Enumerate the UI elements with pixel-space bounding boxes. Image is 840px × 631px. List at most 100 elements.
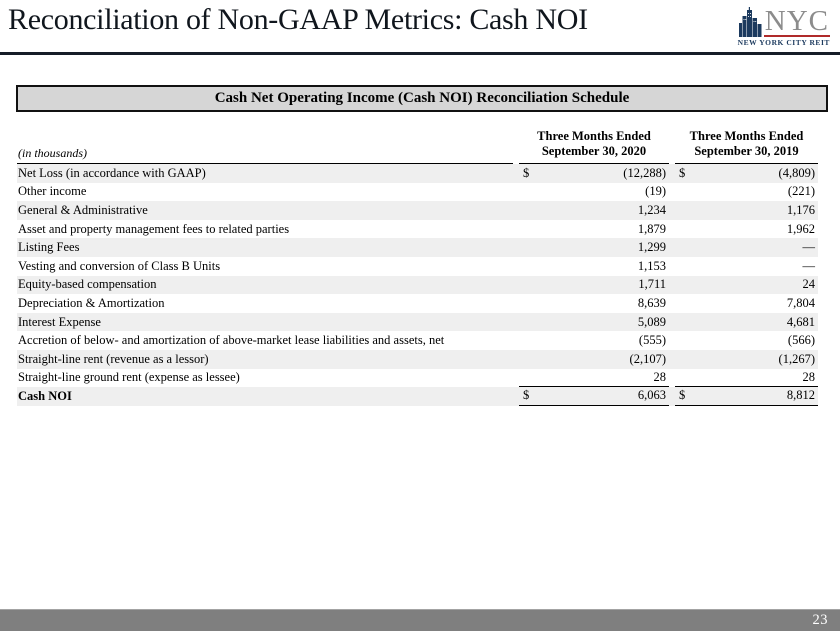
table-row: Vesting and conversion of Class B Units 1… — [17, 257, 818, 276]
row-value: — — [675, 257, 818, 276]
currency-symbol: $ — [679, 388, 686, 403]
row-value: 1,234 — [519, 201, 669, 220]
row-label: General & Administrative — [18, 202, 148, 217]
reconciliation-table: (in thousands) Three Months Ended Septem… — [17, 127, 818, 406]
column-header-line2: September 30, 2019 — [694, 144, 799, 158]
value-text: (2,107) — [629, 351, 666, 366]
row-value: 28 — [519, 369, 669, 388]
page-number: 23 — [812, 612, 828, 628]
value-text: (12,288) — [623, 165, 666, 180]
row-label: Cash NOI — [18, 388, 72, 403]
column-header-line1: Three Months Ended — [537, 129, 651, 143]
units-note: (in thousands) — [18, 146, 87, 160]
table-row: Net Loss (in accordance with GAAP) $ (12,2… — [17, 164, 818, 183]
value-text: (555) — [638, 333, 666, 348]
row-value: (1,267) — [675, 350, 818, 369]
column-header-2020: Three Months Ended September 30, 2020 — [519, 127, 669, 164]
row-label: Straight-line rent (revenue as a lessor) — [18, 351, 209, 366]
currency-symbol: $ — [679, 165, 686, 180]
value-text: 8,639 — [637, 295, 666, 310]
row-value: $6,063 — [519, 387, 669, 406]
table-row: Listing Fees 1,299 — — [17, 238, 818, 257]
value-text: 8,812 — [786, 388, 815, 403]
currency-symbol: $ — [523, 165, 530, 180]
row-label: Accretion of below- and amortization of … — [18, 333, 445, 348]
value-text: 6,063 — [637, 388, 666, 403]
row-value: (566) — [675, 331, 818, 350]
value-text: — — [802, 240, 816, 255]
row-label: Other income — [18, 184, 87, 199]
page-title: Reconciliation of Non-GAAP Metrics: Cash… — [8, 3, 588, 36]
row-label: Asset and property management fees to re… — [18, 221, 290, 236]
row-value: — — [675, 238, 818, 257]
row-label: Depreciation & Amortization — [18, 295, 165, 310]
row-value: 1,962 — [675, 220, 818, 239]
row-value: 1,879 — [519, 220, 669, 239]
value-text: 1,879 — [637, 221, 666, 236]
value-text: 1,299 — [637, 240, 666, 255]
row-value: $8,812 — [675, 387, 818, 406]
row-value: $ (12,288) — [519, 164, 669, 183]
logo-acronym: NYC — [763, 5, 830, 37]
row-value: (221) — [675, 183, 818, 202]
row-value: 4,681 — [675, 313, 818, 332]
row-label: Equity-based compensation — [18, 277, 157, 292]
value-text: — — [802, 258, 816, 273]
value-text: 1,962 — [786, 221, 815, 236]
row-label: Interest Expense — [18, 314, 101, 329]
value-text: (4,809) — [778, 165, 815, 180]
row-value: (2,107) — [519, 350, 669, 369]
row-value: (555) — [519, 331, 669, 350]
table-title: Cash Net Operating Income (Cash NOI) Rec… — [214, 90, 630, 106]
table-row: Straight-line rent (revenue as a lessor)… — [17, 349, 818, 369]
row-label: Net Loss (in accordance with GAAP) — [18, 165, 206, 180]
row-value: $ (4,809) — [675, 164, 818, 183]
value-text: 4,681 — [786, 314, 815, 329]
table-row: Depreciation & Amortization 8,639 7,804 — [17, 294, 818, 313]
column-header-line1: Three Months Ended — [689, 129, 804, 143]
table-row: General & Administrative 1,234 1,176 — [17, 201, 818, 220]
table-row: Equity-based compensation 1,711 24 — [17, 275, 818, 295]
table-body: Net Loss (in accordance with GAAP) $ (12,2… — [17, 164, 818, 406]
value-text: 28 — [653, 369, 667, 384]
currency-symbol: $ — [523, 388, 530, 403]
row-value: (19) — [519, 183, 669, 202]
row-value: 1,176 — [675, 201, 818, 220]
value-text: 7,804 — [786, 295, 815, 310]
value-text: (221) — [787, 184, 815, 199]
table-row: Accretion of below- and amortization of … — [17, 331, 818, 350]
table-header: (in thousands) Three Months Ended Septem… — [17, 127, 818, 164]
column-header-2019: Three Months Ended September 30, 2019 — [675, 127, 818, 164]
value-text: (1,267) — [778, 351, 815, 366]
row-value: 28 — [675, 369, 818, 388]
row-value: 1,299 — [519, 238, 669, 257]
row-value: 24 — [675, 276, 818, 295]
footer-bar: 23 — [0, 609, 840, 631]
title-divider — [0, 52, 840, 55]
row-value: 1,153 — [519, 257, 669, 276]
row-value: 8,639 — [519, 294, 669, 313]
value-text: 5,089 — [637, 314, 666, 329]
table-row: Cash NOI $6,063 $8,812 — [17, 387, 818, 406]
table-row: Interest Expense 5,089 4,681 — [17, 312, 818, 332]
value-text: 1,234 — [637, 202, 666, 217]
value-text: 1,176 — [786, 202, 815, 217]
row-label: Vesting and conversion of Class B Units — [18, 258, 221, 273]
table-row: Asset and property management fees to re… — [17, 220, 818, 239]
value-text: (19) — [645, 184, 666, 199]
row-label: Listing Fees — [18, 240, 80, 255]
nyc-reit-logo: NYC NEW YORK CITY REIT — [732, 7, 830, 47]
value-text: (566) — [787, 333, 815, 348]
value-text: 1,153 — [637, 258, 666, 273]
value-text: 24 — [802, 277, 816, 292]
table-title-banner: Cash Net Operating Income (Cash NOI) Rec… — [16, 85, 828, 112]
column-header-line2: September 30, 2020 — [541, 144, 647, 158]
table-row: Straight-line ground rent (expense as le… — [17, 369, 818, 388]
logo-name: NEW YORK CITY REIT — [737, 38, 830, 47]
logo-top: NYC — [732, 7, 830, 37]
row-value: 7,804 — [675, 294, 818, 313]
value-text: 1,711 — [638, 277, 666, 292]
units-note-cell: (in thousands) — [17, 127, 513, 164]
row-label: Straight-line ground rent (expense as le… — [18, 370, 240, 385]
